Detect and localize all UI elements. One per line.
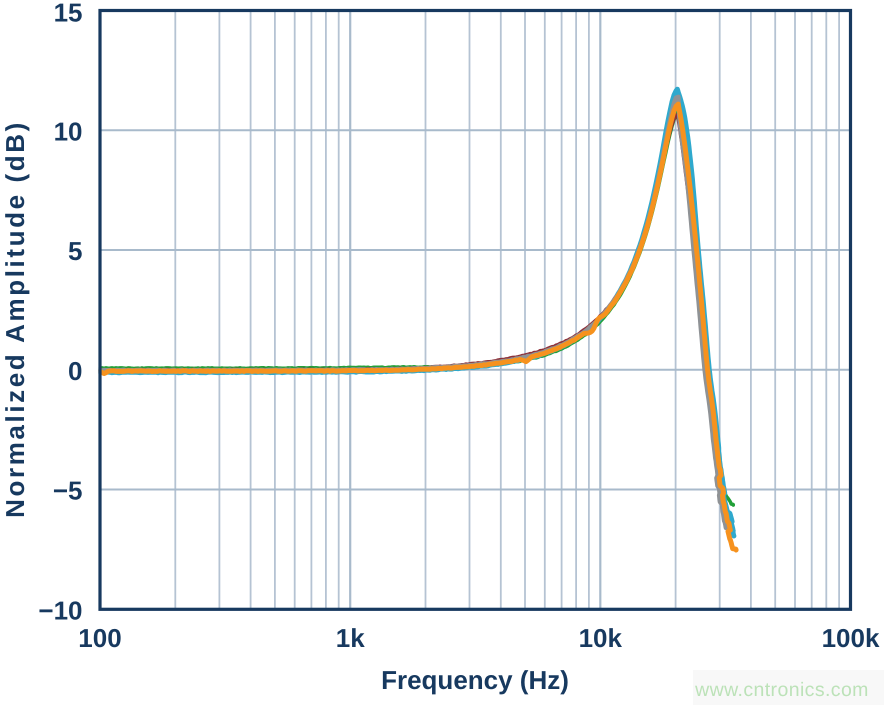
svg-text:100: 100 bbox=[78, 623, 121, 653]
svg-text:1k: 1k bbox=[336, 623, 365, 653]
svg-text:Normalized Amplitude (dB): Normalized Amplitude (dB) bbox=[0, 120, 30, 518]
svg-text:100k: 100k bbox=[822, 623, 880, 653]
svg-text:10k: 10k bbox=[579, 623, 623, 653]
svg-text:15: 15 bbox=[54, 0, 83, 28]
svg-text:www.cntronics.com: www.cntronics.com bbox=[694, 679, 869, 701]
svg-text:−10: −10 bbox=[38, 595, 82, 625]
svg-text:5: 5 bbox=[68, 236, 82, 266]
svg-text:−5: −5 bbox=[53, 476, 83, 506]
svg-text:10: 10 bbox=[54, 116, 83, 146]
svg-text:Frequency (Hz): Frequency (Hz) bbox=[381, 665, 569, 695]
svg-text:0: 0 bbox=[68, 356, 82, 386]
